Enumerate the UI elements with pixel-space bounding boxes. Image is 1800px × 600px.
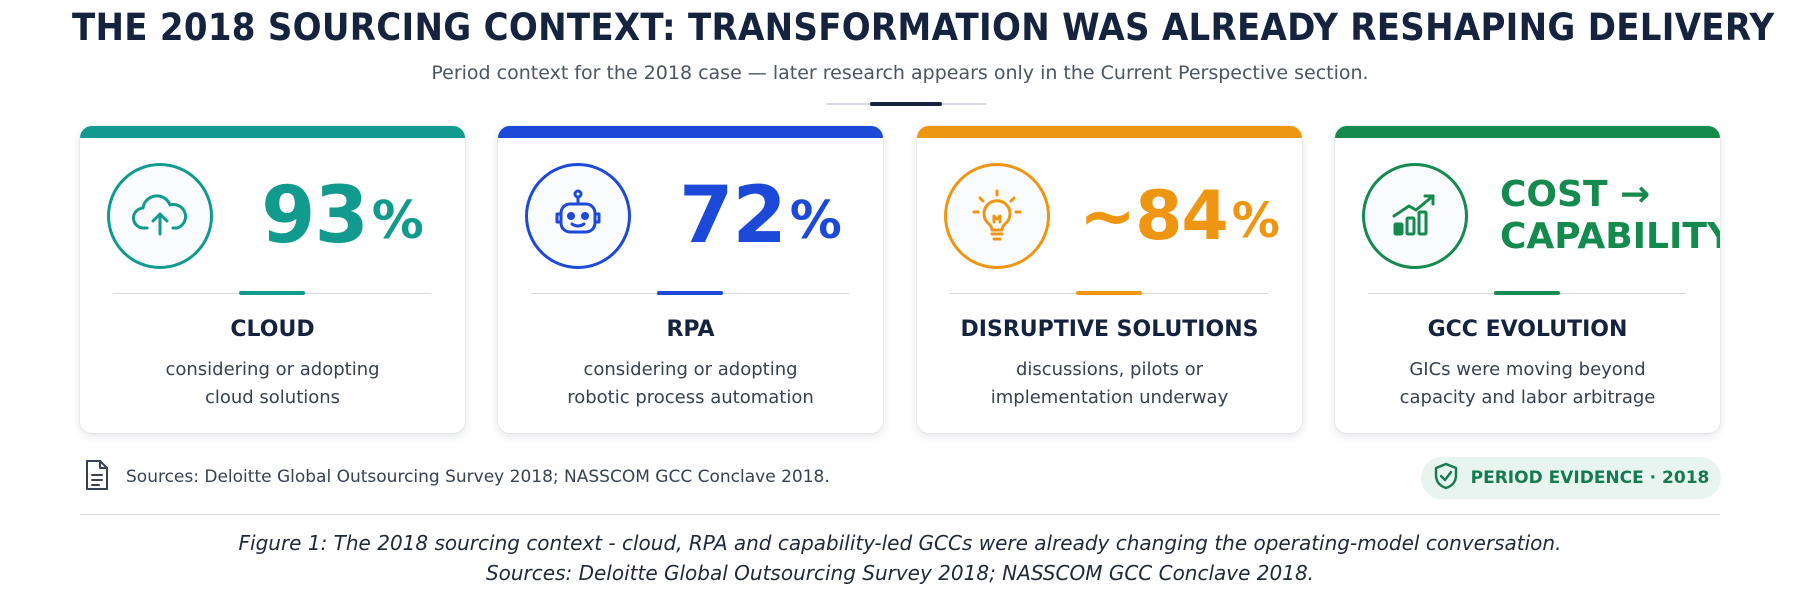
growth-chart-icon <box>1362 163 1468 269</box>
card-description: GICs were moving beyond capacity and lab… <box>1355 356 1700 412</box>
shield-check-icon <box>1433 462 1459 495</box>
stat-line: CAPABILITY <box>1500 216 1720 257</box>
title-divider-accent <box>870 102 942 106</box>
card-label: GCC EVOLUTION <box>1427 317 1628 342</box>
card-rule-accent <box>657 291 723 295</box>
card-topbar <box>498 126 883 138</box>
desc-line: implementation underway <box>990 387 1229 408</box>
page-subtitle: Period context for the 2018 case — later… <box>431 62 1369 84</box>
document-icon <box>84 459 110 496</box>
stat-unit: % <box>789 191 842 251</box>
title-divider <box>826 102 986 106</box>
sources-row: Sources: Deloitte Global Outsourcing Sur… <box>84 459 830 496</box>
stat-card-gcc-evolution: COST → CAPABILITY GCC EVOLUTION GICs wer… <box>1335 126 1720 433</box>
card-topbar <box>80 126 465 138</box>
card-label: RPA <box>666 317 715 342</box>
period-evidence-badge: PERIOD EVIDENCE · 2018 <box>1421 457 1721 499</box>
card-topbar <box>1335 126 1720 138</box>
desc-line: robotic process automation <box>567 387 814 408</box>
stat-card-cloud: 93% CLOUD considering or adopting cloud … <box>80 126 465 433</box>
stat-card-disruptive-solutions: ~84% DISRUPTIVE SOLUTIONS discussions, p… <box>917 126 1302 433</box>
stat-card-rpa: 72% RPA considering or adopting robotic … <box>498 126 883 433</box>
desc-line: considering or adopting <box>583 359 798 380</box>
desc-line: cloud solutions <box>204 387 341 408</box>
caption-line: Sources: Deloitte Global Outsourcing Sur… <box>485 561 1315 585</box>
desc-line: considering or adopting <box>165 359 380 380</box>
desc-line: capacity and labor arbitrage <box>1399 387 1656 408</box>
lightbulb-icon <box>944 163 1050 269</box>
stat-unit: % <box>1231 193 1280 249</box>
card-rule <box>531 291 849 295</box>
stat-value-gcc-evolution: COST → CAPABILITY <box>1485 166 1720 266</box>
card-rule-accent <box>1076 291 1142 295</box>
card-description: considering or adopting robotic process … <box>518 356 863 412</box>
figure-caption: Figure 1: The 2018 sourcing context - cl… <box>0 528 1800 588</box>
sources-text: Sources: Deloitte Global Outsourcing Sur… <box>126 467 830 487</box>
stat-value-cloud: 93% <box>230 166 455 266</box>
badge-text: PERIOD EVIDENCE · 2018 <box>1470 468 1710 488</box>
card-rule-accent <box>239 291 305 295</box>
card-rule <box>950 291 1268 295</box>
stat-value-disruptive-solutions: ~84% <box>1067 166 1292 266</box>
stat-unit: % <box>371 191 424 251</box>
card-rule <box>113 291 431 295</box>
card-description: considering or adopting cloud solutions <box>100 356 445 412</box>
robot-icon <box>525 163 631 269</box>
stat-value-rpa: 72% <box>648 166 873 266</box>
stat-line: COST → <box>1500 174 1651 215</box>
stat-number: ~84 <box>1079 176 1229 256</box>
caption-line: Figure 1: The 2018 sourcing context - cl… <box>238 531 1562 555</box>
stat-number: 72 <box>679 171 787 261</box>
card-topbar <box>917 126 1302 138</box>
card-label: CLOUD <box>230 317 315 342</box>
desc-line: GICs were moving beyond <box>1409 359 1646 380</box>
page-title: THE 2018 SOURCING CONTEXT: TRANSFORMATIO… <box>72 6 1775 49</box>
cloud-upload-icon <box>107 163 213 269</box>
desc-line: discussions, pilots or <box>1015 359 1204 380</box>
card-description: discussions, pilots or implementation un… <box>937 356 1282 412</box>
card-rule <box>1368 291 1686 295</box>
caption-divider <box>80 514 1720 515</box>
stat-number: 93 <box>261 171 369 261</box>
card-label: DISRUPTIVE SOLUTIONS <box>960 317 1259 342</box>
card-rule-accent <box>1494 291 1560 295</box>
